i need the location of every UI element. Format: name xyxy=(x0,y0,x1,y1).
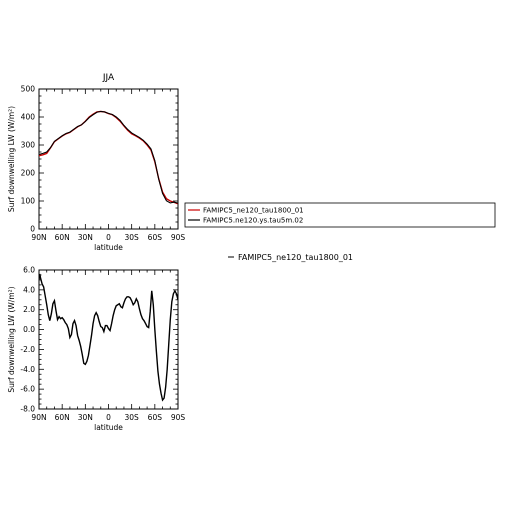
x-tick-label: 30N xyxy=(78,413,93,422)
x-tick-label: 30N xyxy=(78,233,93,242)
series-line-1-0 xyxy=(39,273,178,402)
x-axis-label: latitude xyxy=(94,243,123,252)
x-tick-label: 60N xyxy=(55,413,70,422)
y-tick-label: -6.0 xyxy=(20,385,35,394)
y-tick-label: 2.0 xyxy=(23,305,35,314)
x-tick-label: 0 xyxy=(106,233,111,242)
series-line-0-0 xyxy=(39,110,178,205)
chart-title-0: JJA xyxy=(102,73,115,83)
series-line-0-1 xyxy=(39,110,178,204)
x-tick-label: 30S xyxy=(125,413,140,422)
legend-entry: FAMIPC5_ne120_tau1800_01 xyxy=(203,207,304,215)
y-tick-label: -8.0 xyxy=(20,405,35,414)
y-axis-label: Surf downwelling LW (W/m²) xyxy=(7,106,16,212)
y-tick-label: 500 xyxy=(21,85,36,94)
x-tick-label: 30S xyxy=(125,233,140,242)
legend-entry: FAMIPC5.ne120.ys.tau5m.02 xyxy=(203,217,303,225)
plot-frame-1 xyxy=(38,269,179,410)
x-axis-label: latitude xyxy=(94,423,123,432)
x-tick-label: 90S xyxy=(171,413,186,422)
x-tick-label: 90N xyxy=(31,413,46,422)
x-tick-label: 90N xyxy=(31,233,46,242)
x-tick-label: 0 xyxy=(106,413,111,422)
y-tick-label: 6.0 xyxy=(23,266,35,275)
legend-box xyxy=(184,202,496,228)
x-tick-label: 60S xyxy=(148,233,163,242)
y-tick-label: 100 xyxy=(21,197,36,206)
y-tick-label: 0 xyxy=(30,225,35,234)
y-tick-label: 300 xyxy=(21,141,36,150)
y-axis-label: Surf downwelling LW (W/m²) xyxy=(7,286,16,392)
y-tick-label: -4.0 xyxy=(20,365,35,374)
y-tick-label: 400 xyxy=(21,113,36,122)
y-tick-label: 0.0 xyxy=(23,325,35,334)
x-tick-label: 60S xyxy=(148,413,163,422)
y-tick-label: 4.0 xyxy=(23,285,35,294)
plot-frame-0 xyxy=(38,88,179,230)
x-tick-label: 60N xyxy=(55,233,70,242)
x-tick-label: 90S xyxy=(171,233,186,242)
y-tick-label: 200 xyxy=(21,169,36,178)
y-tick-label: -2.0 xyxy=(20,345,35,354)
legend-entry: FAMIPC5_ne120_tau1800_01 xyxy=(238,253,353,262)
